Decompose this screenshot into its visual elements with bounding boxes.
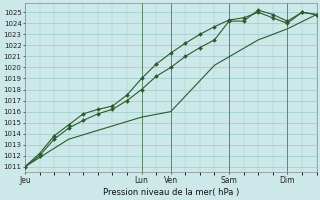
X-axis label: Pression niveau de la mer( hPa ): Pression niveau de la mer( hPa ) — [103, 188, 239, 197]
